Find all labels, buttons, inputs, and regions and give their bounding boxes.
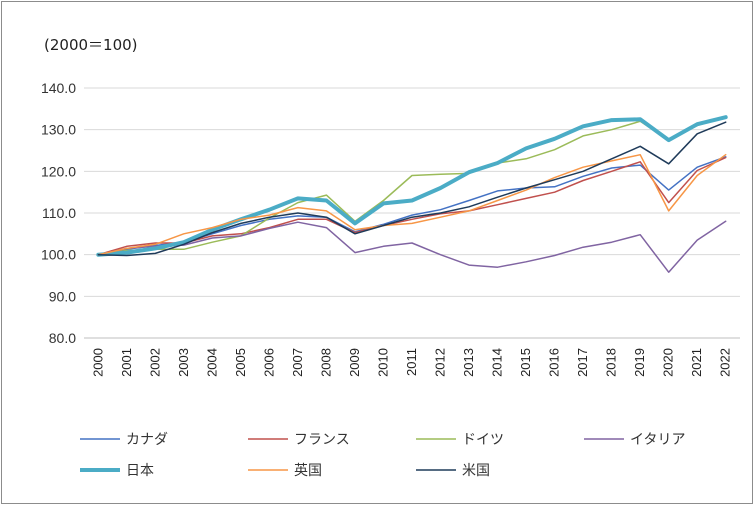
legend-label: フランス <box>294 432 350 448</box>
x-tick-label: 2003 <box>176 348 191 377</box>
x-tick-label: 2005 <box>233 348 248 377</box>
legend-item: フランス <box>248 432 350 448</box>
x-tick-label: 2017 <box>575 348 590 377</box>
x-tick-label: 2011 <box>404 348 419 376</box>
x-tick-label: 2004 <box>204 348 219 377</box>
x-tick-label: 2000 <box>90 348 105 377</box>
x-tick-label: 2016 <box>547 348 562 377</box>
x-tick-label: 2020 <box>661 348 676 377</box>
legend-label: 米国 <box>462 463 490 479</box>
series-line <box>97 220 727 273</box>
x-tick-label: 2014 <box>490 348 505 377</box>
series-lines <box>96 115 728 273</box>
legend-item: 米国 <box>416 463 490 479</box>
legend-label: ドイツ <box>462 432 504 448</box>
legend-label: カナダ <box>126 432 168 448</box>
x-tick-label: 2012 <box>433 348 448 377</box>
x-tick-label: 2008 <box>318 348 333 377</box>
unit-label: (2000＝100) <box>44 36 138 54</box>
gridlines <box>84 87 740 339</box>
legend-label: 日本 <box>126 463 154 479</box>
legend-item: 英国 <box>248 462 322 479</box>
x-tick-label: 2013 <box>461 348 476 377</box>
legend-item: ドイツ <box>416 432 504 448</box>
y-tick-label: 130.0 <box>41 122 76 138</box>
x-tick-label: 2019 <box>632 348 647 377</box>
x-tick-label: 2021 <box>689 348 704 377</box>
y-tick-label: 100.0 <box>41 247 76 263</box>
y-tick-label: 140.0 <box>41 80 76 96</box>
x-tick-label: 2009 <box>347 348 362 377</box>
x-tick-label: 2007 <box>290 348 305 377</box>
legend-item: イタリア <box>584 432 685 448</box>
y-tick-label: 110.0 <box>42 205 76 221</box>
x-tick-label: 2010 <box>375 348 390 377</box>
legend-item: 日本 <box>80 463 154 479</box>
x-tick-label: 2001 <box>119 348 134 377</box>
x-tick-label: 2022 <box>718 348 733 377</box>
series-line <box>97 116 727 256</box>
x-axis-ticks: 2000 2001 2002 2003 2004 2005 2006 2007 2008 2009… <box>90 348 732 377</box>
legend-label: イタリア <box>630 432 685 448</box>
y-axis-ticks: 80.0 90.0 100.0 110.0 120.0 130.0 140.0 <box>41 80 76 346</box>
series-line <box>96 115 728 257</box>
legend-item: カナダ <box>80 432 168 448</box>
x-tick-label: 2015 <box>518 348 533 377</box>
legend-label: 英国 <box>294 462 322 479</box>
series-line <box>97 153 727 256</box>
x-tick-label: 2006 <box>261 348 276 377</box>
y-tick-label: 80.0 <box>49 330 76 346</box>
y-tick-label: 120.0 <box>41 163 76 179</box>
series-line <box>97 156 727 256</box>
x-tick-label: 2018 <box>604 348 619 377</box>
x-tick-label: 2002 <box>147 348 162 377</box>
y-tick-label: 90.0 <box>49 288 76 304</box>
series-line <box>97 121 727 257</box>
